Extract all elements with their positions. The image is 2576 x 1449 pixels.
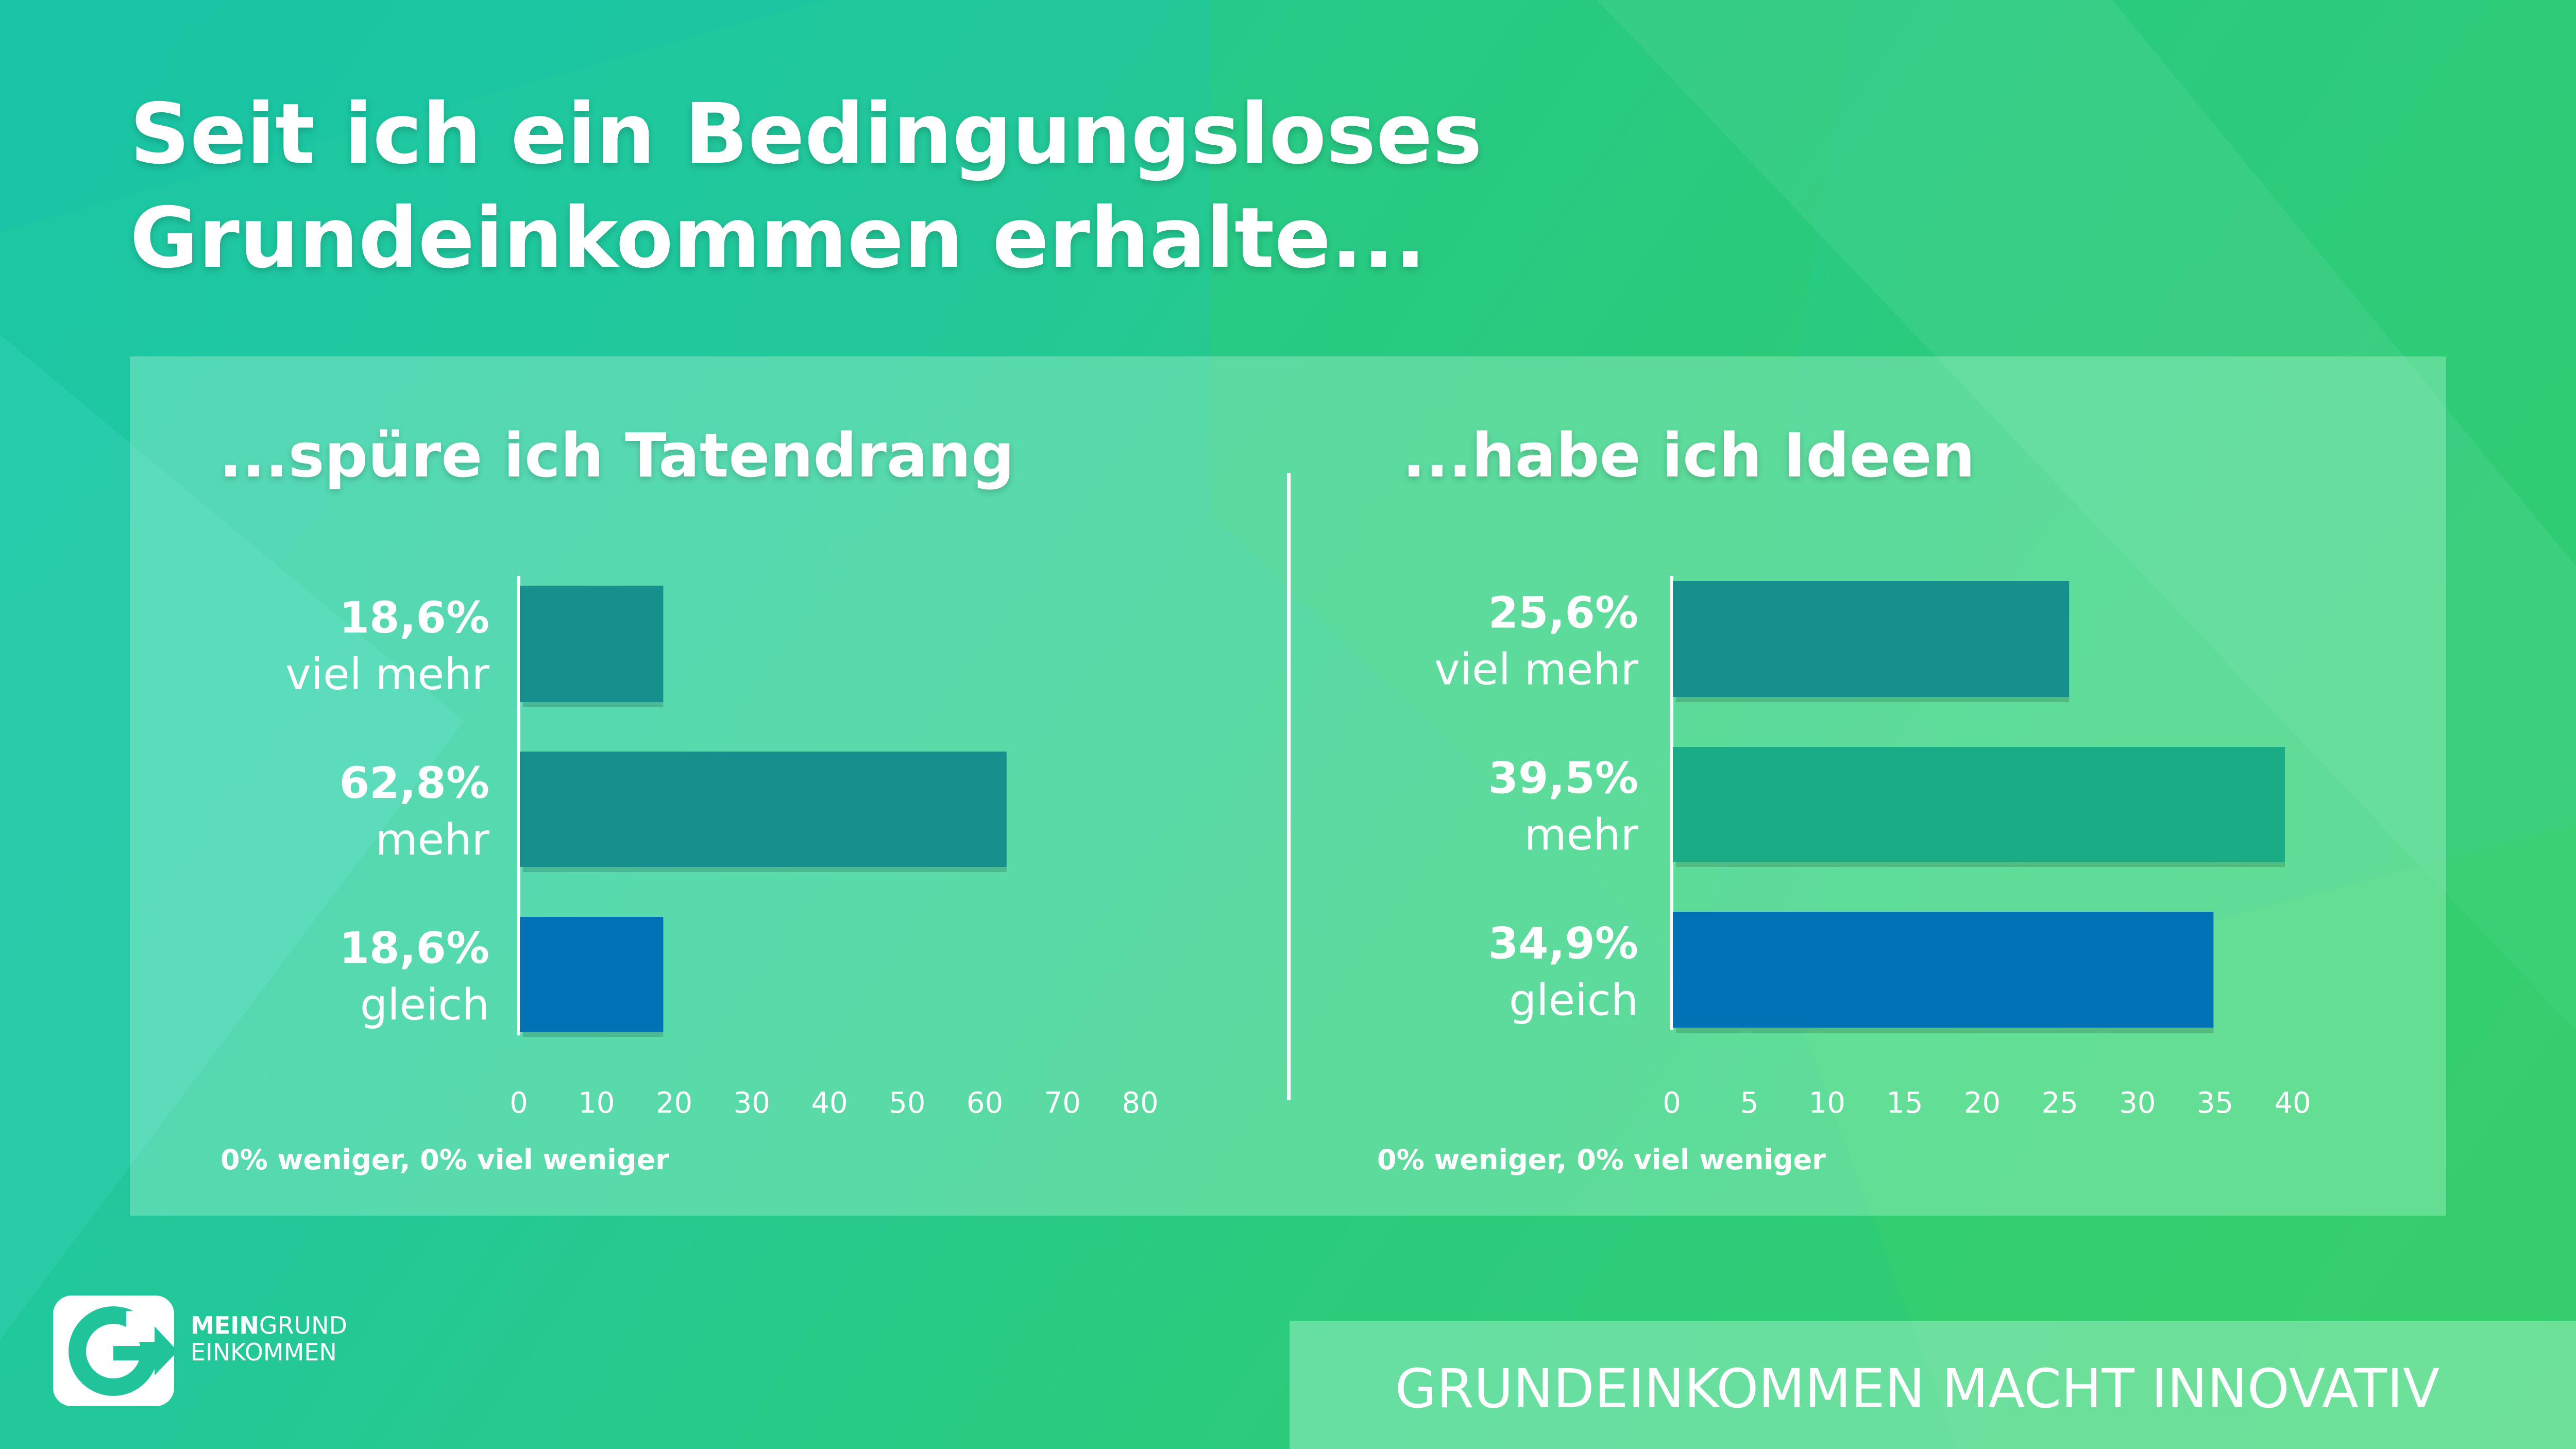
category-label: gleich — [1509, 975, 1638, 1026]
value-label: 62,8% — [340, 758, 489, 808]
x-tick-label: 0 — [1663, 1086, 1681, 1120]
logo-text-mein: MEIN — [191, 1311, 259, 1339]
tagline: GRUNDEINKOMMEN MACHT INNOVATIV — [1395, 1357, 2439, 1420]
x-tick-label: 10 — [1809, 1086, 1845, 1120]
category-label: viel mehr — [1434, 644, 1639, 695]
x-tick-label: 35 — [2197, 1086, 2233, 1120]
logo-text-grund: GRUND — [259, 1311, 347, 1339]
x-tick-label: 30 — [734, 1086, 770, 1120]
bar-viel-mehr — [1673, 581, 2070, 697]
chart-2-title: ...habe ich Ideen — [1402, 420, 1975, 491]
x-tick-label: 30 — [2119, 1086, 2156, 1120]
chart-1-title: ...spüre ich Tatendrang — [219, 420, 1015, 491]
value-label: 34,9% — [1488, 918, 1638, 969]
x-tick-label: 40 — [811, 1086, 848, 1120]
x-tick-label: 5 — [1740, 1086, 1759, 1120]
logo-text-einkommen: EINKOMMEN — [191, 1338, 337, 1366]
x-tick-label: 70 — [1044, 1086, 1081, 1120]
value-label: 39,5% — [1488, 753, 1638, 804]
bar-mehr — [1673, 747, 2285, 862]
x-tick-label: 20 — [1964, 1086, 2001, 1120]
x-tick-label: 25 — [2041, 1086, 2078, 1120]
slide-title: Seit ich ein Bedingungsloses Grundeinkom… — [130, 86, 1483, 287]
x-tick-label: 15 — [1886, 1086, 1923, 1120]
x-tick-label: 40 — [2274, 1086, 2311, 1120]
tagline-banner: GRUNDEINKOMMEN MACHT INNOVATIV — [1290, 1321, 2576, 1449]
x-tick-label: 0 — [510, 1086, 528, 1120]
x-tick-label: 50 — [889, 1086, 925, 1120]
category-label: mehr — [1524, 810, 1639, 860]
x-tick-label: 60 — [967, 1086, 1003, 1120]
bar-mehr — [520, 752, 1007, 867]
logo-mark — [53, 1295, 178, 1406]
value-label: 18,6% — [340, 923, 489, 974]
chart-1-footnote: 0% weniger, 0% viel weniger — [221, 1144, 669, 1176]
category-label: mehr — [376, 814, 490, 865]
bar-gleich — [520, 917, 664, 1032]
category-label: viel mehr — [285, 649, 490, 700]
x-tick-label: 10 — [578, 1086, 615, 1120]
bar-gleich — [1673, 912, 2214, 1028]
chart-2-footnote: 0% weniger, 0% viel weniger — [1377, 1144, 1826, 1176]
x-tick-label: 80 — [1122, 1086, 1158, 1120]
x-tick-label: 20 — [656, 1086, 692, 1120]
logo: MEINGRUND EINKOMMEN — [49, 1290, 347, 1409]
panel-divider — [1287, 473, 1291, 1100]
value-label: 18,6% — [340, 592, 489, 643]
value-label: 25,6% — [1488, 588, 1638, 638]
bar-viel-mehr — [520, 586, 664, 702]
category-label: gleich — [360, 980, 489, 1030]
